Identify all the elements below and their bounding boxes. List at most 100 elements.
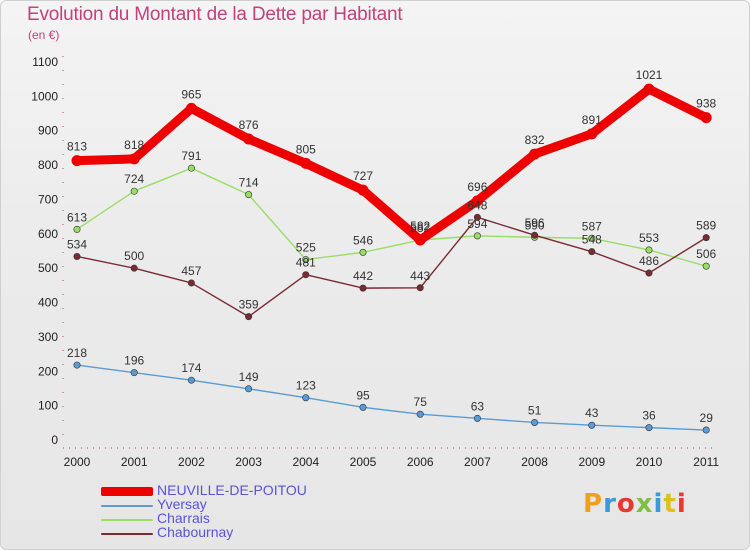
data-point	[586, 128, 598, 140]
data-point	[245, 191, 253, 199]
data-label: 43	[585, 406, 599, 420]
y-tick-label: 0	[51, 433, 58, 447]
data-label: 696	[467, 180, 487, 194]
legend-swatch	[101, 487, 153, 496]
data-label: 1021	[636, 68, 663, 82]
y-tick-label: 200	[38, 364, 58, 378]
y-tick-label: 700	[38, 192, 58, 206]
data-label: 891	[582, 113, 602, 127]
data-label: 546	[353, 233, 373, 247]
data-label: 359	[239, 298, 259, 312]
logo-letter: o	[616, 489, 636, 519]
y-tick-label: 100	[38, 399, 58, 413]
data-label: 813	[67, 140, 87, 154]
data-point	[185, 102, 197, 114]
data-label: 218	[67, 346, 87, 360]
data-point	[243, 133, 255, 145]
x-tick-label: 2007	[464, 455, 491, 469]
data-point	[531, 418, 539, 426]
series-line-neuville-de-poitou	[72, 84, 711, 245]
data-label: 818	[124, 138, 144, 152]
data-label: 123	[296, 379, 316, 393]
data-point	[357, 184, 369, 196]
data-label: 548	[582, 233, 602, 247]
data-label: 714	[239, 176, 259, 190]
data-point	[71, 155, 83, 167]
legend-label: Yversay	[157, 496, 207, 512]
data-point	[359, 284, 367, 292]
data-label: 648	[467, 198, 487, 212]
y-tick-label: 500	[38, 261, 58, 275]
data-label: 805	[296, 142, 316, 156]
chart-subtitle: (en €)	[28, 28, 60, 42]
data-point	[473, 414, 481, 422]
data-label: 590	[525, 218, 545, 232]
data-label: 534	[67, 237, 87, 251]
data-label: 443	[410, 269, 430, 283]
data-point	[130, 187, 138, 195]
data-label: 506	[696, 247, 716, 261]
data-point	[73, 361, 81, 369]
logo-letter: r	[603, 489, 617, 519]
data-point	[416, 284, 424, 292]
data-label: 876	[239, 118, 259, 132]
data-point	[588, 234, 596, 242]
data-point	[645, 269, 653, 277]
data-point	[359, 403, 367, 411]
data-point	[130, 264, 138, 272]
logo-letter: t	[663, 489, 677, 519]
y-tick-label: 1100	[32, 55, 58, 69]
x-tick-label: 2000	[64, 455, 91, 469]
logo-letter: x	[635, 489, 654, 519]
data-label: 965	[181, 87, 201, 101]
data-point	[473, 232, 481, 240]
x-tick-label: 2009	[578, 455, 605, 469]
data-label: 75	[414, 395, 428, 409]
data-point	[187, 279, 195, 287]
logo-letter: i	[653, 489, 664, 519]
x-tick-label: 2002	[178, 455, 205, 469]
data-point	[73, 252, 81, 260]
data-label: 36	[642, 409, 656, 423]
data-label: 457	[181, 264, 201, 278]
data-point	[302, 394, 310, 402]
data-point	[302, 256, 310, 264]
chart-title: Evolution du Montant de la Dette par Hab…	[27, 4, 403, 25]
data-point	[588, 248, 596, 256]
y-tick-label: 900	[38, 124, 58, 138]
y-tick-label: 600	[38, 227, 58, 241]
data-point	[414, 234, 426, 246]
logo-letter: P	[583, 489, 604, 519]
data-label: 724	[124, 172, 144, 186]
logo-letter: i	[676, 489, 687, 519]
x-tick-label: 2005	[350, 455, 377, 469]
data-point	[128, 153, 140, 165]
data-point	[529, 148, 541, 160]
data-point	[473, 213, 481, 221]
data-point	[187, 164, 195, 172]
data-label: 613	[67, 210, 87, 224]
data-point	[471, 195, 483, 207]
data-label: 525	[296, 241, 316, 255]
data-label: 500	[124, 249, 144, 263]
data-point	[645, 424, 653, 432]
x-tick-label: 2008	[521, 455, 548, 469]
series-line-charrais	[76, 167, 707, 267]
data-label: 29	[700, 411, 714, 425]
data-label: 582	[410, 219, 430, 233]
data-label: 553	[639, 231, 659, 245]
legend-label: Charrais	[157, 510, 210, 526]
data-label: 832	[525, 133, 545, 147]
legend-label: NEUVILLE-DE-POITOU	[157, 482, 307, 498]
y-tick-label: 300	[38, 330, 58, 344]
legend-swatch	[101, 505, 153, 507]
data-point	[302, 271, 310, 279]
x-tick-label: 2011	[693, 455, 719, 469]
data-label: 95	[356, 388, 370, 402]
data-point	[702, 262, 710, 270]
data-point	[645, 246, 653, 254]
data-label: 587	[582, 219, 602, 233]
data-point	[73, 225, 81, 233]
legend-swatch	[101, 519, 153, 521]
